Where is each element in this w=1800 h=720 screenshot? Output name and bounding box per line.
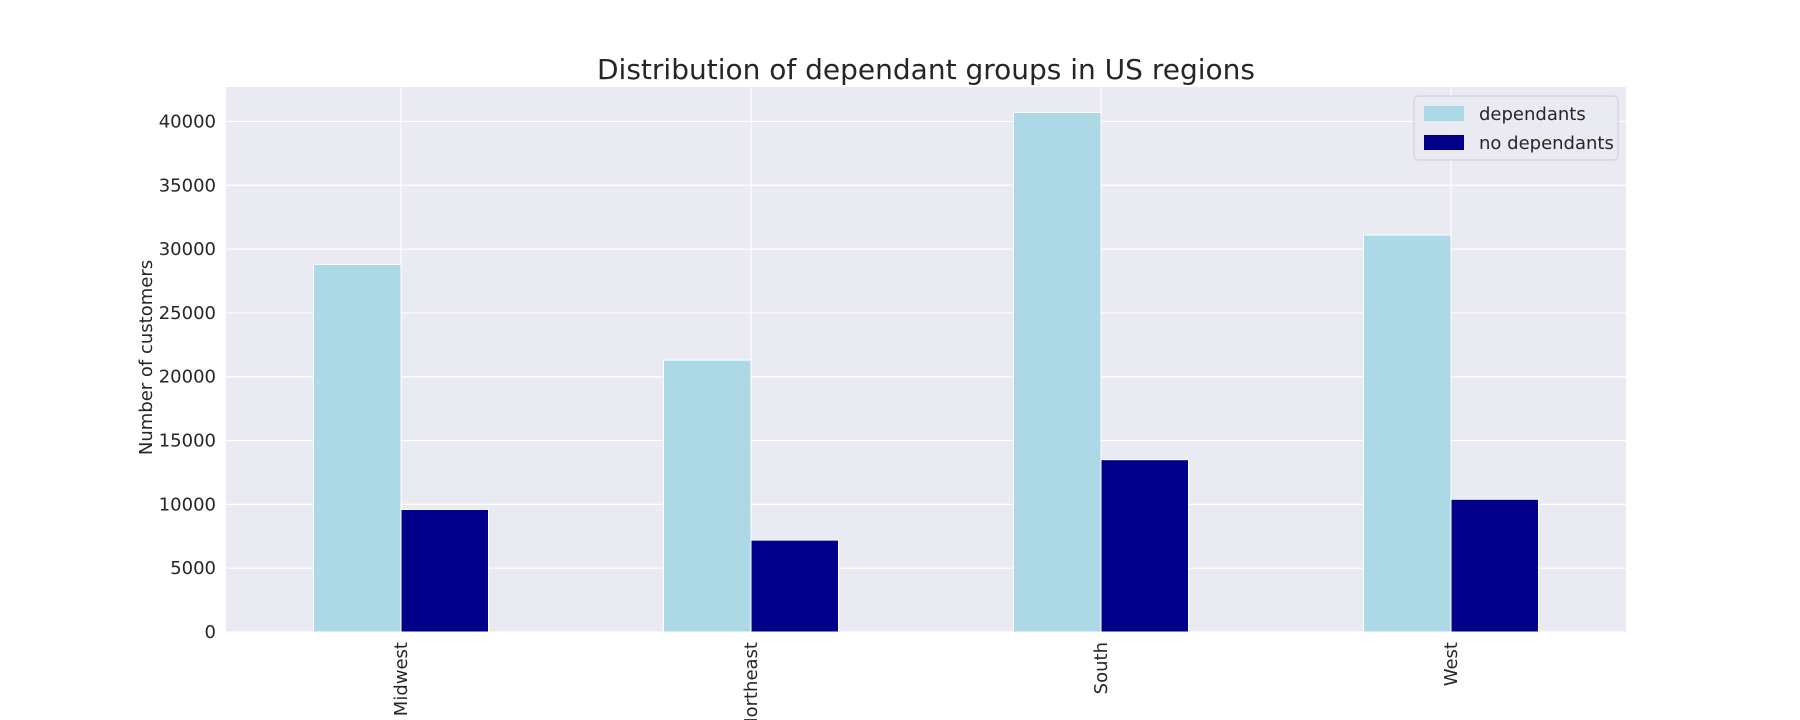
y-axis-label: Number of customers — [136, 260, 157, 455]
y-tick-label: 40000 — [159, 111, 216, 132]
y-tick-label: 25000 — [159, 303, 216, 324]
y-tick-label: 0 — [205, 622, 216, 643]
y-tick-label: 20000 — [159, 367, 216, 388]
legend-swatch — [1424, 106, 1464, 121]
bar — [663, 359, 752, 633]
bar — [750, 539, 839, 633]
x-tick-label: West — [1441, 642, 1462, 686]
legend: dependants no dependants — [1413, 95, 1619, 161]
legend-label: dependants — [1479, 104, 1586, 125]
x-tick-label: Midwest — [391, 642, 412, 716]
y-tick-label: 10000 — [159, 494, 216, 515]
bar — [1363, 234, 1452, 633]
bars — [313, 112, 1539, 633]
bar — [1100, 459, 1189, 633]
bar — [313, 263, 402, 633]
y-axis-ticks: 0 5000 10000 15000 20000 25000 30000 35000 40000 — [159, 111, 216, 643]
bar — [1013, 112, 1102, 633]
y-tick-label: 30000 — [159, 239, 216, 260]
x-tick-label: South — [1091, 642, 1112, 694]
legend-swatch — [1424, 135, 1464, 150]
x-axis-ticks: Midwest Northeast South West — [391, 642, 1462, 720]
chart-title: Distribution of dependant groups in US r… — [597, 53, 1255, 86]
bar — [400, 508, 489, 633]
x-tick-label: Northeast — [741, 642, 762, 720]
y-tick-label: 35000 — [159, 175, 216, 196]
y-tick-label: 5000 — [170, 558, 216, 579]
legend-box — [1413, 95, 1619, 161]
y-tick-label: 15000 — [159, 431, 216, 452]
bar — [1450, 498, 1539, 633]
legend-label: no dependants — [1479, 133, 1614, 154]
